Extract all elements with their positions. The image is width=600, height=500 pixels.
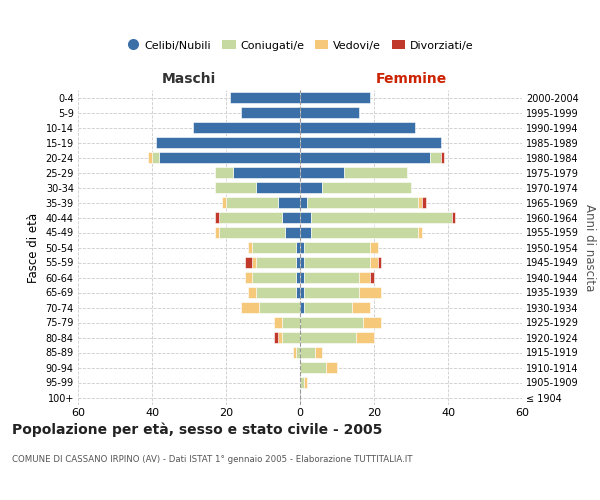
- Bar: [452, 212, 455, 223]
- Bar: [300, 242, 304, 253]
- Bar: [223, 197, 226, 208]
- Bar: [215, 227, 218, 238]
- Bar: [278, 332, 281, 343]
- Bar: [300, 302, 304, 313]
- Bar: [300, 182, 322, 193]
- Bar: [215, 212, 218, 223]
- Bar: [245, 272, 252, 283]
- Bar: [160, 152, 300, 163]
- Bar: [300, 347, 315, 358]
- Bar: [300, 212, 311, 223]
- Bar: [300, 257, 304, 268]
- Bar: [300, 92, 370, 103]
- Bar: [356, 332, 374, 343]
- Bar: [218, 227, 285, 238]
- Bar: [256, 287, 296, 298]
- Bar: [300, 197, 307, 208]
- Bar: [344, 167, 407, 178]
- Bar: [359, 287, 382, 298]
- Bar: [300, 122, 415, 133]
- Bar: [274, 332, 278, 343]
- Bar: [300, 167, 344, 178]
- Bar: [281, 317, 300, 328]
- Bar: [233, 167, 300, 178]
- Bar: [245, 257, 252, 268]
- Y-axis label: Anni di nascita: Anni di nascita: [583, 204, 596, 291]
- Bar: [304, 257, 370, 268]
- Bar: [315, 347, 322, 358]
- Bar: [248, 242, 252, 253]
- Bar: [304, 242, 370, 253]
- Bar: [300, 317, 363, 328]
- Bar: [300, 272, 304, 283]
- Bar: [304, 287, 359, 298]
- Y-axis label: Fasce di età: Fasce di età: [27, 212, 40, 282]
- Bar: [193, 122, 300, 133]
- Bar: [300, 287, 304, 298]
- Bar: [156, 137, 300, 148]
- Bar: [359, 272, 370, 283]
- Bar: [274, 317, 281, 328]
- Bar: [378, 257, 382, 268]
- Bar: [418, 197, 422, 208]
- Bar: [418, 227, 422, 238]
- Text: Femmine: Femmine: [376, 72, 446, 86]
- Bar: [259, 302, 300, 313]
- Bar: [148, 152, 152, 163]
- Bar: [296, 242, 300, 253]
- Bar: [370, 257, 378, 268]
- Bar: [370, 272, 374, 283]
- Bar: [215, 167, 233, 178]
- Bar: [311, 227, 418, 238]
- Bar: [311, 212, 452, 223]
- Bar: [304, 272, 359, 283]
- Bar: [304, 377, 307, 388]
- Bar: [304, 302, 352, 313]
- Bar: [300, 377, 304, 388]
- Bar: [370, 242, 378, 253]
- Bar: [363, 317, 382, 328]
- Bar: [322, 182, 411, 193]
- Text: COMUNE DI CASSANO IRPINO (AV) - Dati ISTAT 1° gennaio 2005 - Elaborazione TUTTIT: COMUNE DI CASSANO IRPINO (AV) - Dati IST…: [12, 455, 413, 464]
- Bar: [281, 212, 300, 223]
- Text: Popolazione per età, sesso e stato civile - 2005: Popolazione per età, sesso e stato civil…: [12, 422, 382, 437]
- Bar: [422, 197, 426, 208]
- Bar: [307, 197, 418, 208]
- Bar: [252, 272, 296, 283]
- Bar: [241, 302, 259, 313]
- Bar: [296, 257, 300, 268]
- Bar: [296, 272, 300, 283]
- Bar: [248, 287, 256, 298]
- Bar: [256, 257, 296, 268]
- Bar: [215, 182, 256, 193]
- Bar: [300, 152, 430, 163]
- Bar: [230, 92, 300, 103]
- Bar: [300, 137, 440, 148]
- Bar: [300, 107, 359, 118]
- Bar: [300, 227, 311, 238]
- Bar: [256, 182, 300, 193]
- Bar: [440, 152, 445, 163]
- Bar: [218, 212, 281, 223]
- Bar: [296, 347, 300, 358]
- Text: Maschi: Maschi: [162, 72, 216, 86]
- Bar: [285, 227, 300, 238]
- Bar: [152, 152, 160, 163]
- Bar: [300, 362, 326, 373]
- Bar: [252, 242, 296, 253]
- Legend: Celibi/Nubili, Coniugati/e, Vedovi/e, Divorziati/e: Celibi/Nubili, Coniugati/e, Vedovi/e, Di…: [122, 36, 478, 55]
- Bar: [293, 347, 296, 358]
- Bar: [278, 197, 300, 208]
- Bar: [241, 107, 300, 118]
- Bar: [352, 302, 370, 313]
- Bar: [252, 257, 256, 268]
- Bar: [430, 152, 440, 163]
- Bar: [296, 287, 300, 298]
- Bar: [226, 197, 278, 208]
- Bar: [281, 332, 300, 343]
- Bar: [326, 362, 337, 373]
- Bar: [300, 332, 356, 343]
